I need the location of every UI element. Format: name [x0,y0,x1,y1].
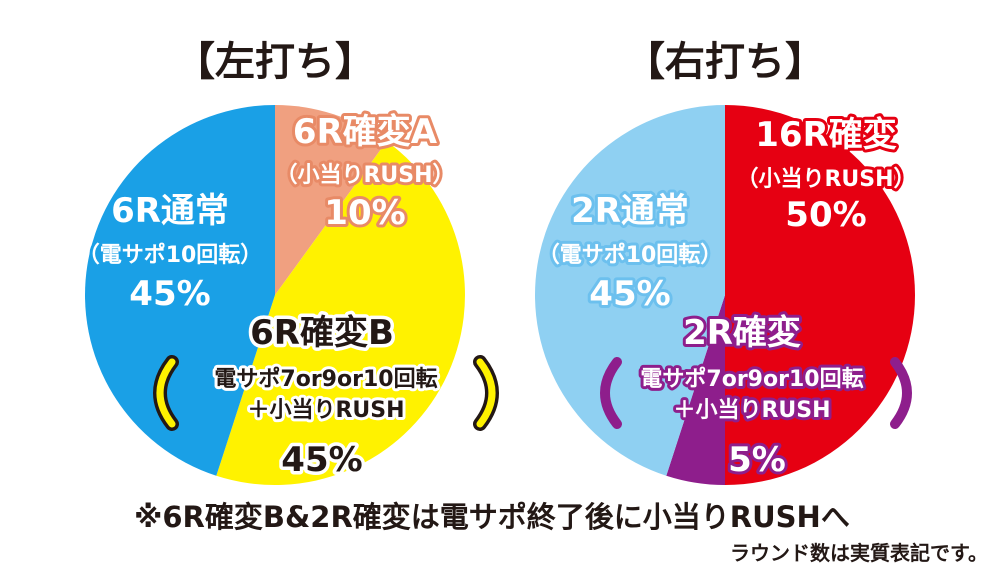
slice-sub2: ＋小当りRUSH [673,398,830,423]
slice-percent: 45% [589,274,670,314]
left-label-6r-kakuhen-a: 6R確変A （小当りRUSH） 10% [272,109,457,236]
slice-sub: （電サポ10回転） [538,242,723,268]
slice-name: 2R確変 [683,313,801,353]
left-bracket-close-fill [476,358,496,428]
slice-sub: 電サポ7or9or10回転 [214,366,437,392]
pie-slice-6r-kakuhen-b [216,141,465,485]
footnote-sub: ラウンド数は実質表記です。 [730,541,988,565]
footnote-main: ※6R確変B&2R確変は電サポ終了後に小当りRUSHへ [134,500,850,534]
slice-sub: 電サポ7or9or10回転 [640,366,863,392]
pie-slice-6r-tsujo [85,105,275,476]
right-pie [535,105,915,485]
slice-name: 16R確変 [755,115,897,155]
slice-percent: 5% [728,440,786,480]
pie-slice-2r-kakuhen [666,295,725,485]
right-bracket-open [600,357,622,429]
slice-percent: 10% [324,193,405,233]
slice-sub: （電サポ10回転） [78,242,263,268]
right-label-16r-kakuhen: 16R確変 （小当りRUSH） 50% [733,112,918,238]
slice-percent: 45% [129,274,210,314]
slice-sub: （小当りRUSH） [275,163,454,188]
left-label-6r-kakuhen-b: 6R確変B 電サポ7or9or10回転 ＋小当りRUSH 45% [153,310,499,484]
right-label-2r-tsujo: 2R通常 （電サポ10回転） 45% [535,188,726,317]
slice-percent: 45% [281,440,362,480]
slice-sub2: ＋小当りRUSH [247,398,404,423]
slice-name: 6R通常 [111,191,229,231]
slice-percent: 50% [785,195,866,235]
left-pie [85,105,465,485]
left-label-6r-tsujo: 6R通常 （電サポ10回転） 45% [75,188,266,317]
slice-name: 6R確変B [250,313,394,353]
pie-slice-6r-kakuhen-a [275,105,387,295]
left-chart-title: 【左打ち】 [175,39,375,85]
slice-name: 2R通常 [571,191,689,231]
pie-slice-16r-kakuhen [725,105,915,485]
right-label-2r-kakuhen: 2R確変 電サポ7or9or10回転 ＋小当りRUSH 5% [600,310,912,483]
slice-sub: （小当りRUSH） [736,167,915,192]
slice-name: 6R確変A [293,112,438,152]
left-bracket-open-fill [156,358,176,428]
right-bracket-close [890,357,912,429]
right-chart-title: 【右打ち】 [625,39,825,85]
pie-slice-2r-tsujo [535,105,725,476]
